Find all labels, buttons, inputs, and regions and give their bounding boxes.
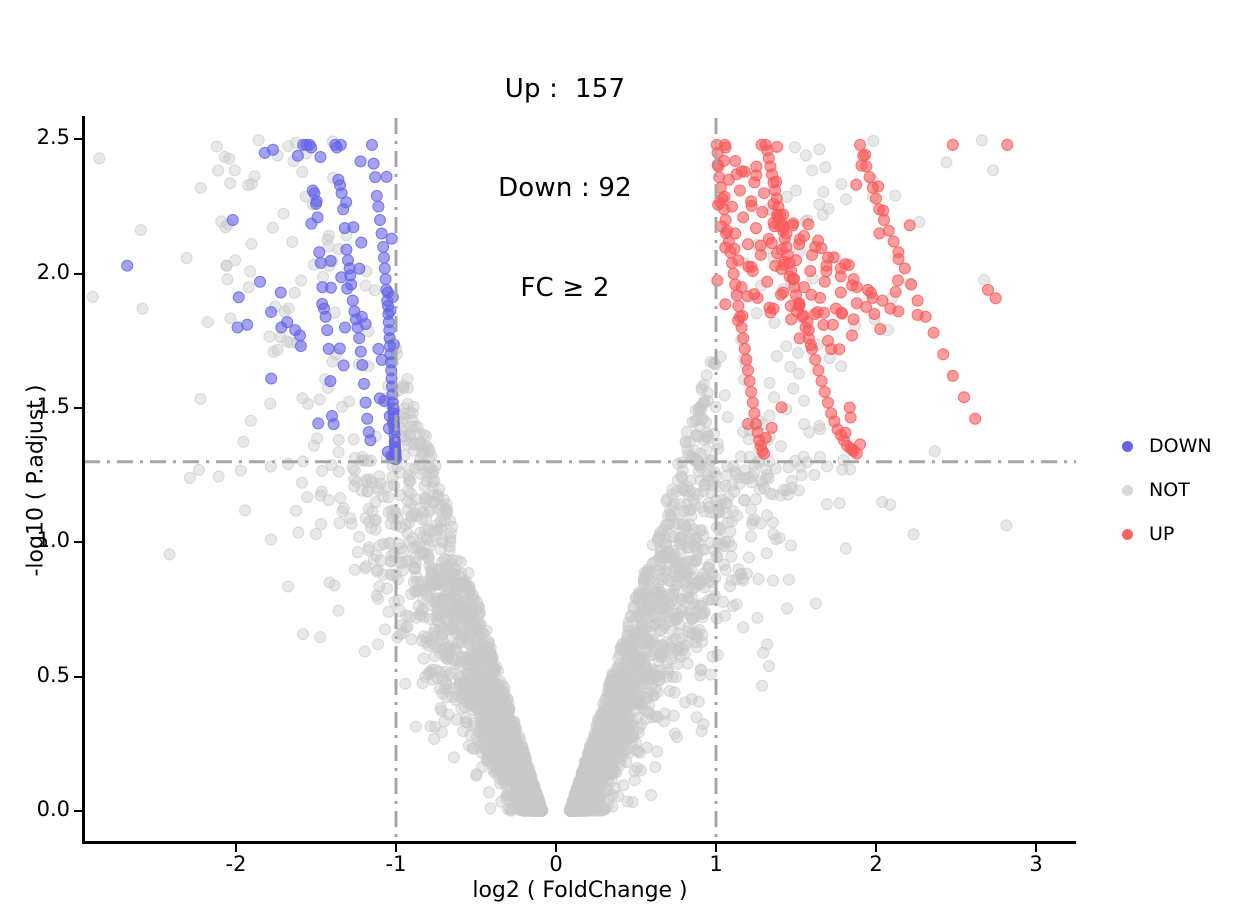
legend-label: UP — [1149, 523, 1175, 545]
x-tick-label: 0 — [549, 852, 563, 876]
plot-area — [84, 118, 1076, 843]
points-up — [710, 138, 1014, 460]
legend-item-up[interactable]: UP — [1122, 512, 1238, 556]
y-tick-label: 0.0 — [36, 796, 70, 821]
y-tick-mark — [74, 272, 82, 275]
y-tick-label: 0.5 — [36, 662, 70, 687]
scatter-canvas — [84, 118, 1076, 843]
x-tick-label: -1 — [385, 852, 407, 876]
x-tick-mark — [875, 844, 877, 852]
y-axis-label: -log10 ( P.adjust ) — [23, 384, 49, 577]
x-axis-spine — [82, 841, 1076, 844]
x-tick-mark — [715, 844, 717, 852]
points-down — [121, 138, 402, 466]
y-tick-mark — [74, 809, 82, 812]
x-tick-label: 3 — [1029, 852, 1043, 876]
legend-marker-icon — [1122, 440, 1133, 452]
x-tick-mark — [235, 844, 237, 852]
legend-label: NOT — [1149, 479, 1190, 501]
legend: DOWN NOT UP — [1122, 424, 1238, 556]
x-axis-label: log2 ( FoldChange ) — [472, 878, 688, 903]
y-tick-label: 2.0 — [36, 259, 70, 284]
y-tick-label: 2.5 — [36, 125, 70, 150]
y-tick-mark — [74, 407, 82, 409]
legend-item-not[interactable]: NOT — [1122, 468, 1238, 512]
x-tick-mark — [395, 844, 397, 852]
x-tick-label: 2 — [869, 852, 883, 876]
y-tick-mark — [74, 675, 82, 678]
x-tick-mark — [1035, 844, 1037, 852]
x-tick-label: -2 — [225, 852, 247, 876]
threshold-lines — [84, 118, 1076, 843]
y-tick-mark — [74, 138, 82, 141]
x-tick-label: 1 — [709, 852, 723, 876]
legend-marker-icon — [1122, 528, 1133, 540]
points-not — [86, 134, 1013, 817]
title-line-fc: FC ≥ 2 — [520, 273, 610, 304]
legend-marker-icon — [1122, 484, 1133, 496]
legend-item-down[interactable]: DOWN — [1122, 424, 1238, 468]
y-tick-label: 1.5 — [36, 394, 70, 418]
x-tick-mark — [555, 844, 557, 852]
page-title: Up : 157 Down : 92 FC ≥ 2 — [0, 6, 1130, 372]
title-line-down: Down : 92 — [498, 173, 632, 204]
y-axis-spine — [82, 116, 85, 844]
y-tick-label: 1.0 — [36, 528, 70, 553]
legend-label: DOWN — [1149, 435, 1212, 457]
title-line-up: Up : 157 — [504, 73, 626, 104]
y-tick-mark — [74, 541, 82, 544]
